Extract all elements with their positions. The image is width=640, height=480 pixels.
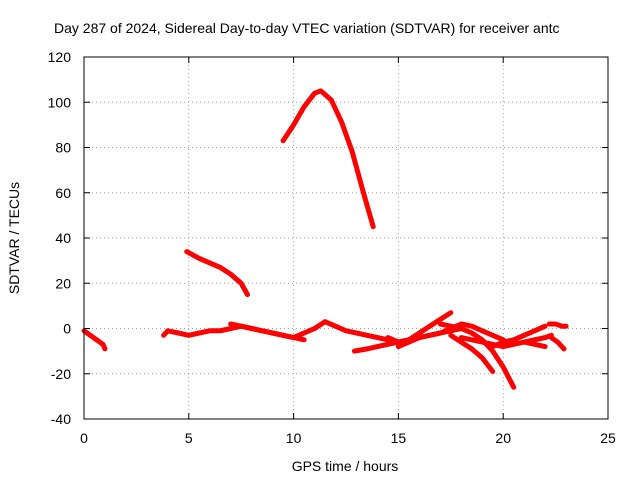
chart-title: Day 287 of 2024, Sidereal Day-to-day VTE… [54,20,560,36]
y-tick-label: 80 [55,140,71,156]
series-line-arc-3 [187,252,248,295]
y-tick-label: 0 [63,321,71,337]
y-tick-label: 100 [48,94,72,110]
x-tick-label: 0 [80,430,88,446]
series-line-arc-14 [549,324,566,326]
x-tick-label: 5 [185,430,193,446]
tick-layer [84,57,608,419]
series-layer [84,91,566,387]
label-layer: 0 5 10 15 20 25 -40 -20 0 20 40 60 80 100 120 [48,49,616,446]
x-axis-title: GPS time / hours [292,458,399,474]
y-tick-label: 60 [55,185,71,201]
y-axis-title: SDTVAR / TECUs [6,182,22,294]
x-tick-label: 25 [600,430,616,446]
y-tick-label: -20 [51,366,71,382]
y-tick-label: 40 [55,230,71,246]
series-line-arc-15 [551,338,564,349]
x-tick-label: 20 [495,430,511,446]
y-tick-label: -40 [51,411,71,427]
grid-layer [84,57,608,419]
x-tick-label: 15 [391,430,407,446]
x-tick-label: 10 [286,430,302,446]
series-line-arc-1 [84,331,105,349]
sdtvar-chart: Day 287 of 2024, Sidereal Day-to-day VTE… [0,0,640,480]
plot-frame [84,57,608,419]
series-line-arc-13 [524,342,545,347]
y-tick-label: 120 [48,49,72,65]
series-line-arc-4 [283,91,373,227]
series-line-arc-5 [231,322,399,342]
y-tick-label: 20 [55,275,71,291]
